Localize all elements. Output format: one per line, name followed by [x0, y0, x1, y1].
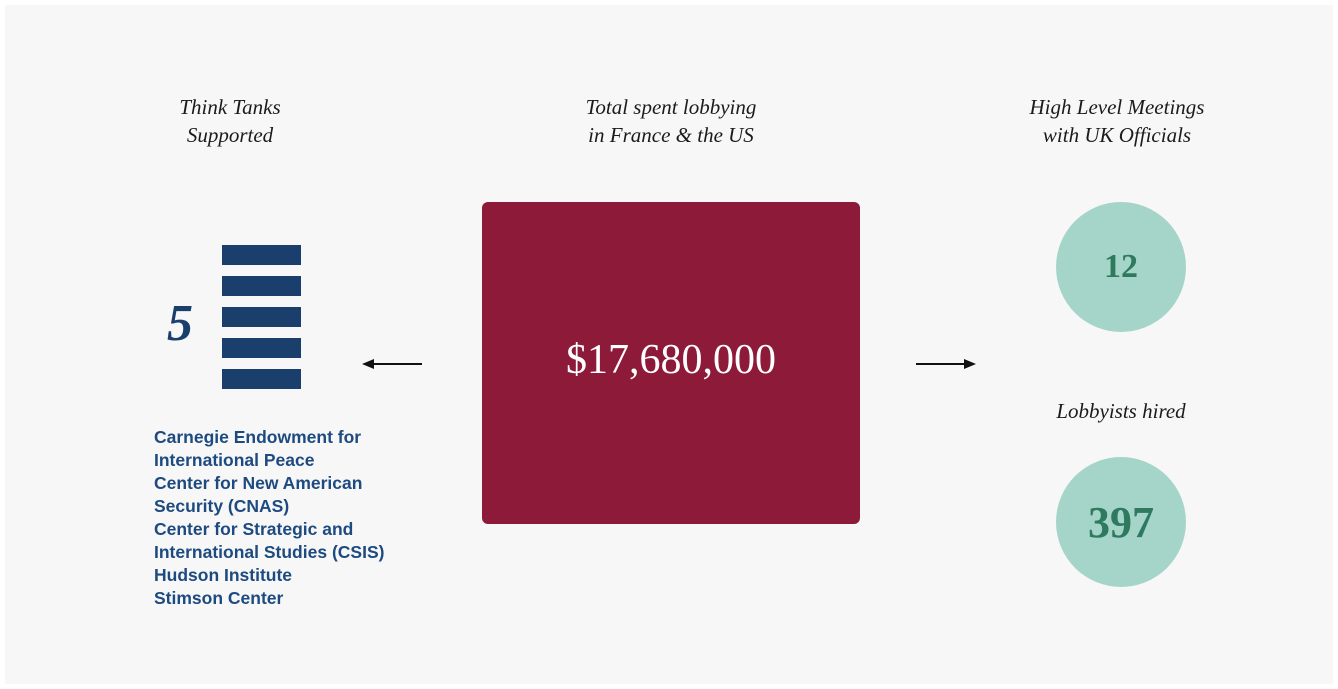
stripe [222, 338, 301, 358]
stripes [222, 245, 301, 389]
think-tank-list: Carnegie Endowment for International Pea… [154, 426, 429, 610]
meetings-circle [1056, 202, 1186, 332]
amount: $17,680,000 [566, 337, 776, 383]
think-tank: Stimson Center [154, 588, 284, 608]
think-tank: Hudson Institute [154, 565, 293, 585]
stripe [222, 307, 301, 327]
think-tank-count: 5 [167, 295, 193, 352]
meetings-count: 12 [1104, 248, 1138, 285]
think-tank: Center for New American Security (CNAS) [154, 473, 363, 516]
think-tank: Center for Strategic and International S… [154, 519, 385, 562]
lobbyists-count: 397 [1088, 498, 1154, 547]
amount-box [482, 202, 860, 524]
left-title: Think Tanks Supported [179, 95, 281, 147]
lobbyists-circle [1056, 457, 1186, 587]
center-title: Total spent lobbying in France & the US [585, 95, 757, 147]
stripe [222, 276, 301, 296]
stripe [222, 245, 301, 265]
think-tank: Carnegie Endowment for International Pea… [154, 427, 362, 470]
arrowhead [362, 359, 374, 369]
lobbyists-title: Lobbyists hired [1056, 399, 1186, 423]
stripe [222, 369, 301, 389]
right-title: High Level Meetings with UK Officials [1029, 95, 1205, 147]
arrowhead [964, 359, 976, 369]
